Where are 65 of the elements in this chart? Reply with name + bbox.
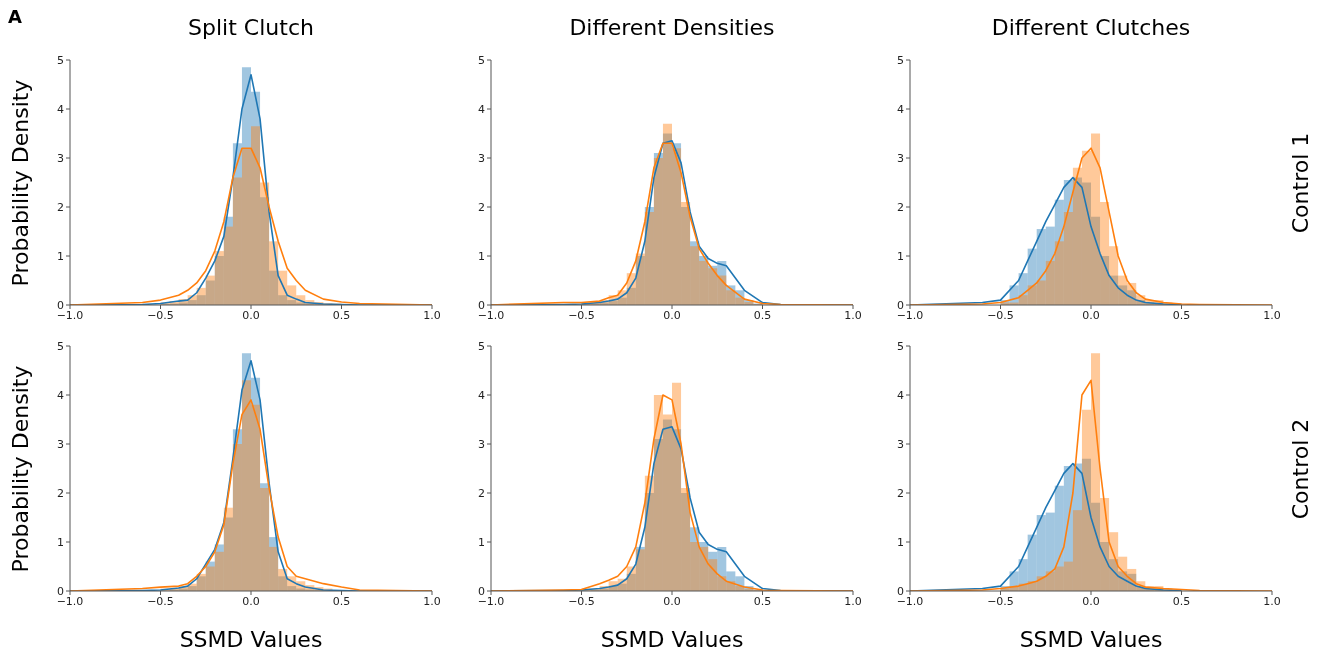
y-tick-label: 1 bbox=[57, 535, 64, 549]
x-tick-label: −0.5 bbox=[987, 308, 1014, 322]
chart-title: Split Clutch bbox=[187, 15, 315, 40]
x-tick-label: −0.5 bbox=[568, 308, 595, 322]
y-tick-label: 5 bbox=[57, 53, 64, 67]
y2-axis-title: Control 1 bbox=[1287, 132, 1313, 233]
y-tick-label: 3 bbox=[897, 437, 904, 451]
x-tick-label: 0.0 bbox=[663, 594, 681, 608]
y-tick-label: 2 bbox=[478, 200, 485, 214]
x-tick-label: −0.5 bbox=[987, 594, 1014, 608]
y-tick-label: 3 bbox=[897, 151, 904, 165]
x-tick-label: 0.5 bbox=[332, 308, 351, 322]
x-axis-title: SSMD Values bbox=[178, 627, 324, 647]
y-tick-label: 5 bbox=[478, 339, 485, 353]
x-tick-label: 0.5 bbox=[753, 308, 772, 322]
x-tick-label: 0.5 bbox=[753, 594, 772, 608]
y-tick-label: 4 bbox=[897, 102, 904, 116]
x-tick-label: −0.5 bbox=[147, 308, 174, 322]
y2-axis-title: Control 2 bbox=[1287, 418, 1313, 519]
x-tick-label: 1.0 bbox=[844, 594, 862, 608]
x-tick-label: −0.5 bbox=[147, 594, 174, 608]
x-tick-label: 0.5 bbox=[332, 594, 351, 608]
y-tick-label: 2 bbox=[897, 200, 904, 214]
y-tick-label: 2 bbox=[897, 486, 904, 500]
y-tick-label: 3 bbox=[57, 437, 64, 451]
y-tick-label: 2 bbox=[57, 486, 64, 500]
y-tick-label: 3 bbox=[478, 437, 485, 451]
x-tick-label: 1.0 bbox=[1263, 594, 1281, 608]
x-tick-label: 1.0 bbox=[423, 308, 441, 322]
x-tick-label: 0.0 bbox=[1082, 308, 1100, 322]
x-axis-title: SSMD Values bbox=[599, 627, 745, 647]
y-tick-label: 2 bbox=[57, 200, 64, 214]
x-tick-label: 0.0 bbox=[1082, 594, 1100, 608]
chart-title: Different Clutches bbox=[990, 15, 1192, 40]
y-axis-title: Probability Density bbox=[7, 365, 33, 572]
x-axis-title: SSMD Values bbox=[1018, 627, 1164, 647]
chart-title: Different Densities bbox=[568, 15, 776, 40]
y-tick-label: 2 bbox=[478, 486, 485, 500]
y-tick-label: 5 bbox=[478, 53, 485, 67]
y-tick-label: 4 bbox=[57, 388, 64, 402]
y-tick-label: 1 bbox=[57, 249, 64, 263]
y-axis-title: Probability Density bbox=[7, 79, 33, 286]
y-tick-label: 1 bbox=[897, 249, 904, 263]
text: A bbox=[8, 6, 22, 27]
y-tick-label: 1 bbox=[897, 535, 904, 549]
y-tick-label: 4 bbox=[478, 102, 485, 116]
x-tick-label: 0.0 bbox=[242, 308, 260, 322]
x-tick-label: 1.0 bbox=[1263, 308, 1281, 322]
y-tick-label: 3 bbox=[478, 151, 485, 165]
y-tick-label: 5 bbox=[57, 339, 64, 353]
x-tick-label: 0.5 bbox=[1172, 308, 1191, 322]
x-tick-label: 0.5 bbox=[1172, 594, 1191, 608]
x-tick-label: 1.0 bbox=[423, 594, 441, 608]
y-tick-label: 5 bbox=[897, 53, 904, 67]
y-tick-label: 1 bbox=[478, 535, 485, 549]
x-tick-label: 0.0 bbox=[242, 594, 260, 608]
y-tick-label: 3 bbox=[57, 151, 64, 165]
x-tick-label: 1.0 bbox=[844, 308, 862, 322]
y-tick-label: 4 bbox=[897, 388, 904, 402]
x-tick-label: −0.5 bbox=[568, 594, 595, 608]
y-tick-label: 5 bbox=[897, 339, 904, 353]
y-tick-label: 1 bbox=[478, 249, 485, 263]
x-tick-label: 0.0 bbox=[663, 308, 681, 322]
y-tick-label: 4 bbox=[57, 102, 64, 116]
y-tick-label: 4 bbox=[478, 388, 485, 402]
